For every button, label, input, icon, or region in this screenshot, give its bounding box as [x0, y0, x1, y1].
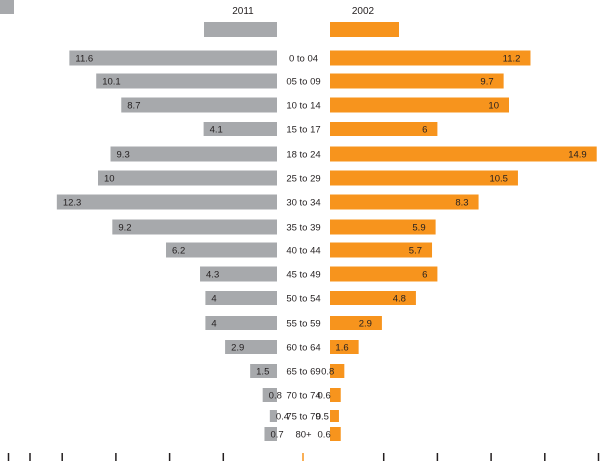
category-label: 60 to 64 — [286, 343, 320, 354]
bar-label-2002: 4.8 — [393, 294, 406, 305]
bar-2002 — [330, 50, 531, 66]
bar-2011 — [166, 242, 277, 258]
bar-2011 — [110, 146, 277, 162]
bar-label-2011: 2.9 — [231, 343, 244, 354]
bar-label-2002: 2.9 — [359, 319, 372, 330]
bar-label-2011: 10.1 — [102, 77, 121, 88]
bar-label-2002: 14.9 — [568, 150, 587, 161]
bar-2002 — [330, 194, 479, 210]
bar-2011 — [262, 388, 277, 402]
bar-label-2011: 4.1 — [210, 125, 223, 136]
bar-label-2002: 0.6 — [318, 391, 331, 402]
legend-label-2002: 2002 — [352, 6, 375, 17]
bar-2011 — [121, 97, 278, 113]
bar-2011 — [98, 170, 277, 186]
bar-2002 — [330, 340, 359, 354]
bar-label-2011: 10 — [104, 174, 115, 185]
bar-2011 — [264, 427, 277, 441]
bar-2002 — [330, 427, 341, 441]
legend-swatch-2002 — [330, 22, 399, 37]
bar-label-2011: 4 — [211, 294, 216, 305]
bar-2002 — [330, 316, 382, 330]
bar-label-2002: 6 — [422, 125, 427, 136]
bar-label-2011: 6.2 — [172, 246, 185, 257]
category-label: 10 to 14 — [286, 101, 320, 112]
bar-2002 — [330, 364, 345, 378]
category-label: 40 to 44 — [286, 246, 320, 257]
bar-label-2011: 12.3 — [63, 198, 82, 209]
category-label: 75 to 79 — [286, 412, 320, 423]
category-label: 70 to 74 — [286, 391, 320, 402]
bar-2002 — [330, 388, 341, 402]
bar-label-2002: 11.2 — [503, 54, 521, 65]
bar-2002 — [330, 242, 433, 258]
bar-label-2002: 10.5 — [489, 174, 508, 185]
bar-2011 — [205, 316, 277, 330]
bar-2011 — [69, 50, 277, 66]
category-label: 65 to 69 — [286, 367, 320, 378]
bar-2002 — [330, 122, 438, 136]
category-label: 15 to 17 — [286, 125, 320, 136]
bar-2002 — [330, 219, 436, 235]
category-label: 05 to 09 — [286, 77, 320, 88]
bar-label-2011: 11.6 — [75, 54, 93, 65]
bar-label-2011: 1.5 — [256, 367, 269, 378]
bar-label-2011: 9.3 — [117, 150, 130, 161]
bar-label-2002: 1.6 — [335, 343, 348, 354]
bar-label-2002: 6 — [422, 270, 427, 281]
bar-label-2002: 0.5 — [316, 412, 329, 423]
bar-2002 — [330, 97, 509, 113]
bar-2011 — [112, 219, 277, 235]
category-label: 18 to 24 — [286, 150, 320, 161]
bar-label-2002: 9.7 — [480, 77, 493, 88]
bar-label-2002: 8.3 — [455, 198, 468, 209]
corner-mark — [0, 0, 14, 14]
legend-label-2011: 2011 — [232, 6, 254, 17]
bar-label-2011: 9.2 — [118, 223, 131, 234]
category-label: 80+ — [295, 430, 312, 441]
bar-label-2002: 0.8 — [321, 367, 334, 378]
bar-2002 — [330, 266, 438, 282]
category-label: 25 to 29 — [286, 174, 320, 185]
bar-label-2011: 0.4 — [276, 412, 289, 423]
category-label: 55 to 59 — [286, 319, 320, 330]
bar-2011 — [56, 194, 277, 210]
bar-label-2011: 4 — [211, 319, 216, 330]
bar-label-2002: 5.7 — [409, 246, 422, 257]
bar-2011 — [225, 340, 277, 354]
bar-2002 — [330, 146, 597, 162]
category-label: 35 to 39 — [286, 223, 320, 234]
bar-2011 — [203, 122, 277, 136]
bar-label-2011: 0.8 — [269, 391, 282, 402]
bar-2011 — [200, 266, 277, 282]
bar-2011 — [96, 73, 278, 89]
legend-swatch-2011 — [204, 22, 277, 37]
bar-2002 — [330, 291, 416, 305]
bar-label-2011: 4.3 — [206, 270, 219, 281]
bar-label-2002: 0.6 — [318, 430, 331, 441]
bar-label-2002: 5.9 — [412, 223, 425, 234]
bar-2011 — [205, 291, 277, 305]
bar-label-2002: 10 — [488, 101, 499, 112]
bar-2011 — [250, 364, 277, 378]
bar-2002 — [330, 410, 339, 422]
bar-2011 — [269, 410, 277, 422]
category-label: 0 to 04 — [289, 54, 318, 65]
bar-label-2011: 8.7 — [127, 101, 140, 112]
bar-label-2011: 0.7 — [270, 430, 283, 441]
category-label: 30 to 34 — [286, 198, 320, 209]
bar-2002 — [330, 73, 504, 89]
category-label: 50 to 54 — [286, 294, 320, 305]
category-label: 45 to 49 — [286, 270, 320, 281]
bar-2002 — [330, 170, 518, 186]
